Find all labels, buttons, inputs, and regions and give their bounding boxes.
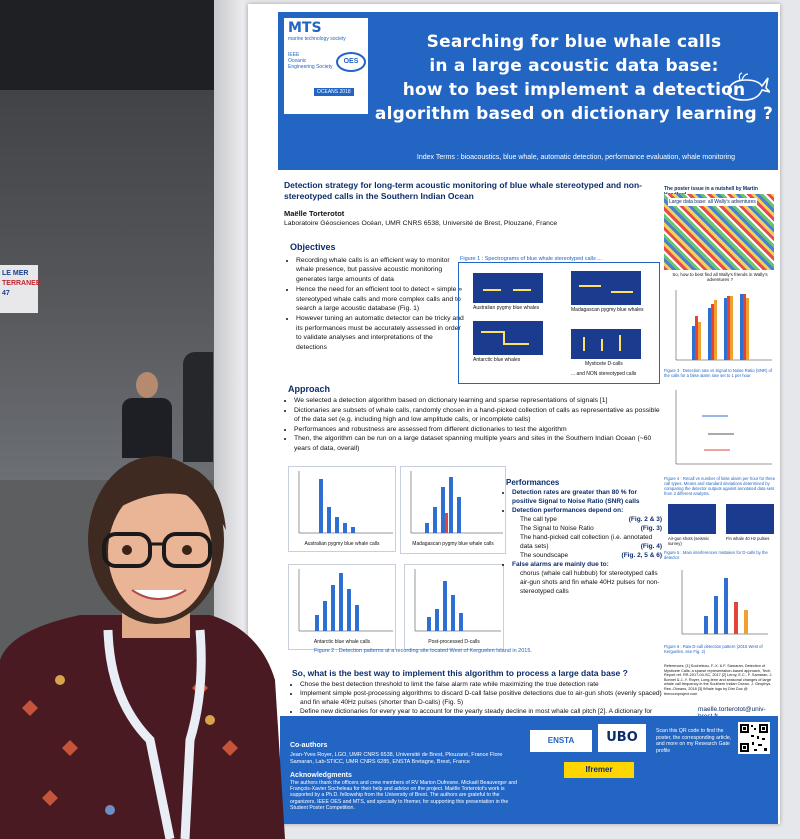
hall-sign-line2: TERRANEE <box>2 280 41 287</box>
background-person <box>118 372 174 458</box>
wally-label: Large data base: all Wally's adventures <box>668 198 757 206</box>
author-name: Maëlle Torterotot <box>284 209 345 218</box>
mts-logo: MTS <box>288 20 322 36</box>
performances-heading: Performances <box>506 478 560 487</box>
scientific-poster: MTS marine technology society IEEE Ocean… <box>248 4 780 824</box>
so-what-heading: So, what is the best way to implement th… <box>292 668 628 678</box>
ieee-oes-logo-text: IEEE Oceanic Engineering Society <box>288 52 333 70</box>
coauthors-text: Jean-Yves Royer, LGO, UMR CNRS 6538, Uni… <box>290 752 503 765</box>
hall-sign-line1: LE MER <box>2 270 29 277</box>
list-item: We selected a detection algorithm based … <box>294 396 666 405</box>
figure-5-caption: Figure 5 : Main interferences mistaken f… <box>664 550 768 560</box>
list-item: Recording whale calls is an efficient wa… <box>296 256 464 284</box>
objectives-list: Recording whale calls is an efficient wa… <box>288 256 464 353</box>
oceans-logo: OCEANS 2018 <box>314 88 354 96</box>
performances-list: Detection rates are greater than 80 % fo… <box>504 488 662 596</box>
nutshell-subtitle: So, how to best find all Wally's friends… <box>672 272 768 282</box>
list-item: Performances and robustness are assessed… <box>294 425 666 434</box>
figure-4-caption: Figure 4 : Recall vs number of false ala… <box>664 476 776 496</box>
acknowledgments-text: The authors thank the officers and crew … <box>290 780 518 811</box>
qr-instructions: Scan this QR code to find the poster, th… <box>656 728 732 754</box>
airgun-spectrogram <box>668 504 716 534</box>
detection-chart-australian: Australian pygmy blue whale calls <box>288 466 396 552</box>
coauthors-heading: Co-authors <box>290 742 328 749</box>
oes-logo: OES <box>336 52 366 72</box>
list-item: Dictionaries are subsets of whale calls,… <box>294 406 666 424</box>
figure-6-chart <box>681 570 768 635</box>
spectrogram-dcalls <box>571 329 641 359</box>
chart-label: Australian pygmy blue whale calls <box>304 541 380 547</box>
detection-chart-antarctic: Antarctic blue whale calls <box>288 564 396 650</box>
qr-code-icon <box>738 722 770 754</box>
chart-label: Post-processed D-calls <box>428 639 480 645</box>
spectrogram-label: Air-gun shots (seismic survey) <box>668 536 710 546</box>
ubo-logo: UBO <box>598 724 646 752</box>
spectrogram-label: Madagascan pygmy blue whales <box>571 307 644 313</box>
whale-icon <box>727 72 770 101</box>
list-item: Then, the algorithm can be run on a larg… <box>294 434 666 452</box>
poster-footer: Co-authors Jean-Yves Royer, LGO, UMR CNR… <box>280 716 778 824</box>
poster-header: MTS marine technology society IEEE Ocean… <box>278 12 778 170</box>
list-item: Detection rates are greater than 80 % fo… <box>512 488 662 506</box>
references: References: [1] Socheleau, F.-X. & F. Sa… <box>664 664 773 696</box>
approach-heading: Approach <box>288 384 331 394</box>
figure-4-chart <box>675 390 772 465</box>
spectrogram-antarctic <box>473 321 543 355</box>
society-logos: MTS marine technology society IEEE Ocean… <box>284 18 368 114</box>
figure-1-caption: Figure 1 : Spectrograms of blue whale st… <box>460 256 602 262</box>
figure-1-spectrograms: Australian pygmy blue whales Madagascan … <box>458 262 660 384</box>
finwhale-spectrogram <box>726 504 774 534</box>
background-person-2 <box>183 352 213 462</box>
approach-list: We selected a detection algorithm based … <box>286 396 666 453</box>
abstract-title: Detection strategy for long-term acousti… <box>284 180 642 201</box>
wally-illustration: Large data base: all Wally's adventures <box>664 194 774 270</box>
list-item: Detection performances depend on: The ca… <box>512 506 662 560</box>
chart-label: Madagascan pygmy blue whale calls <box>412 541 494 547</box>
author-affiliation: Laboratoire Géosciences Océan, UMR CNRS … <box>284 220 558 227</box>
figure-3-caption: Figure 3 : Detection rate vs Signal to N… <box>664 368 772 378</box>
spectrogram-madagascan <box>571 271 641 305</box>
list-item: Chose the best detection threshold to li… <box>300 680 664 689</box>
spectrogram-label: Mysticete D-calls <box>585 361 623 367</box>
detection-chart-dcalls: Post-processed D-calls <box>404 564 504 650</box>
hall-sign-number: 47 <box>2 290 10 297</box>
mts-logo-subtitle: marine technology society <box>288 36 346 42</box>
spectrogram-australian <box>473 273 543 303</box>
ensta-logo: ENSTA Bretagne <box>530 730 592 767</box>
spectrogram-label: Australian pygmy blue whales <box>473 305 540 311</box>
objectives-heading: Objectives <box>290 242 336 252</box>
chart-label: Antarctic blue whale calls <box>313 639 371 645</box>
figure-2-caption: Figure 2 : Detection patterns at a recor… <box>314 648 532 654</box>
ifremer-logo: Ifremer <box>564 762 634 778</box>
presenter-person <box>0 456 285 839</box>
list-item: Implement simple post-processing algorit… <box>300 689 664 707</box>
figure-6-caption: Figure 6 : Raw D-call detection pattern … <box>664 644 763 654</box>
index-terms: Index Terms : bioacoustics, blue whale, … <box>416 154 736 161</box>
list-item: False alarms are mainly due to: chorus (… <box>512 560 662 596</box>
list-item: However tuning an automatic detector can… <box>296 314 464 352</box>
detection-chart-madagascan: Madagascan pygmy blue whale calls <box>400 466 506 554</box>
acknowledgments-heading: Acknowledgments <box>290 772 352 779</box>
list-item: Hence the need for an efficient tool to … <box>296 285 464 313</box>
spectrogram-label: ... and NON stereotyped calls <box>571 371 637 377</box>
hall-sign: LE MER TERRANEE 47 <box>0 265 41 313</box>
spectrogram-label: Antarctic blue whales <box>473 357 521 363</box>
spectrogram-label: Fin whale 40 Hz pulses <box>726 536 770 541</box>
poster-title: Searching for blue whale calls in a larg… <box>374 32 774 124</box>
figure-3-chart <box>675 290 772 361</box>
